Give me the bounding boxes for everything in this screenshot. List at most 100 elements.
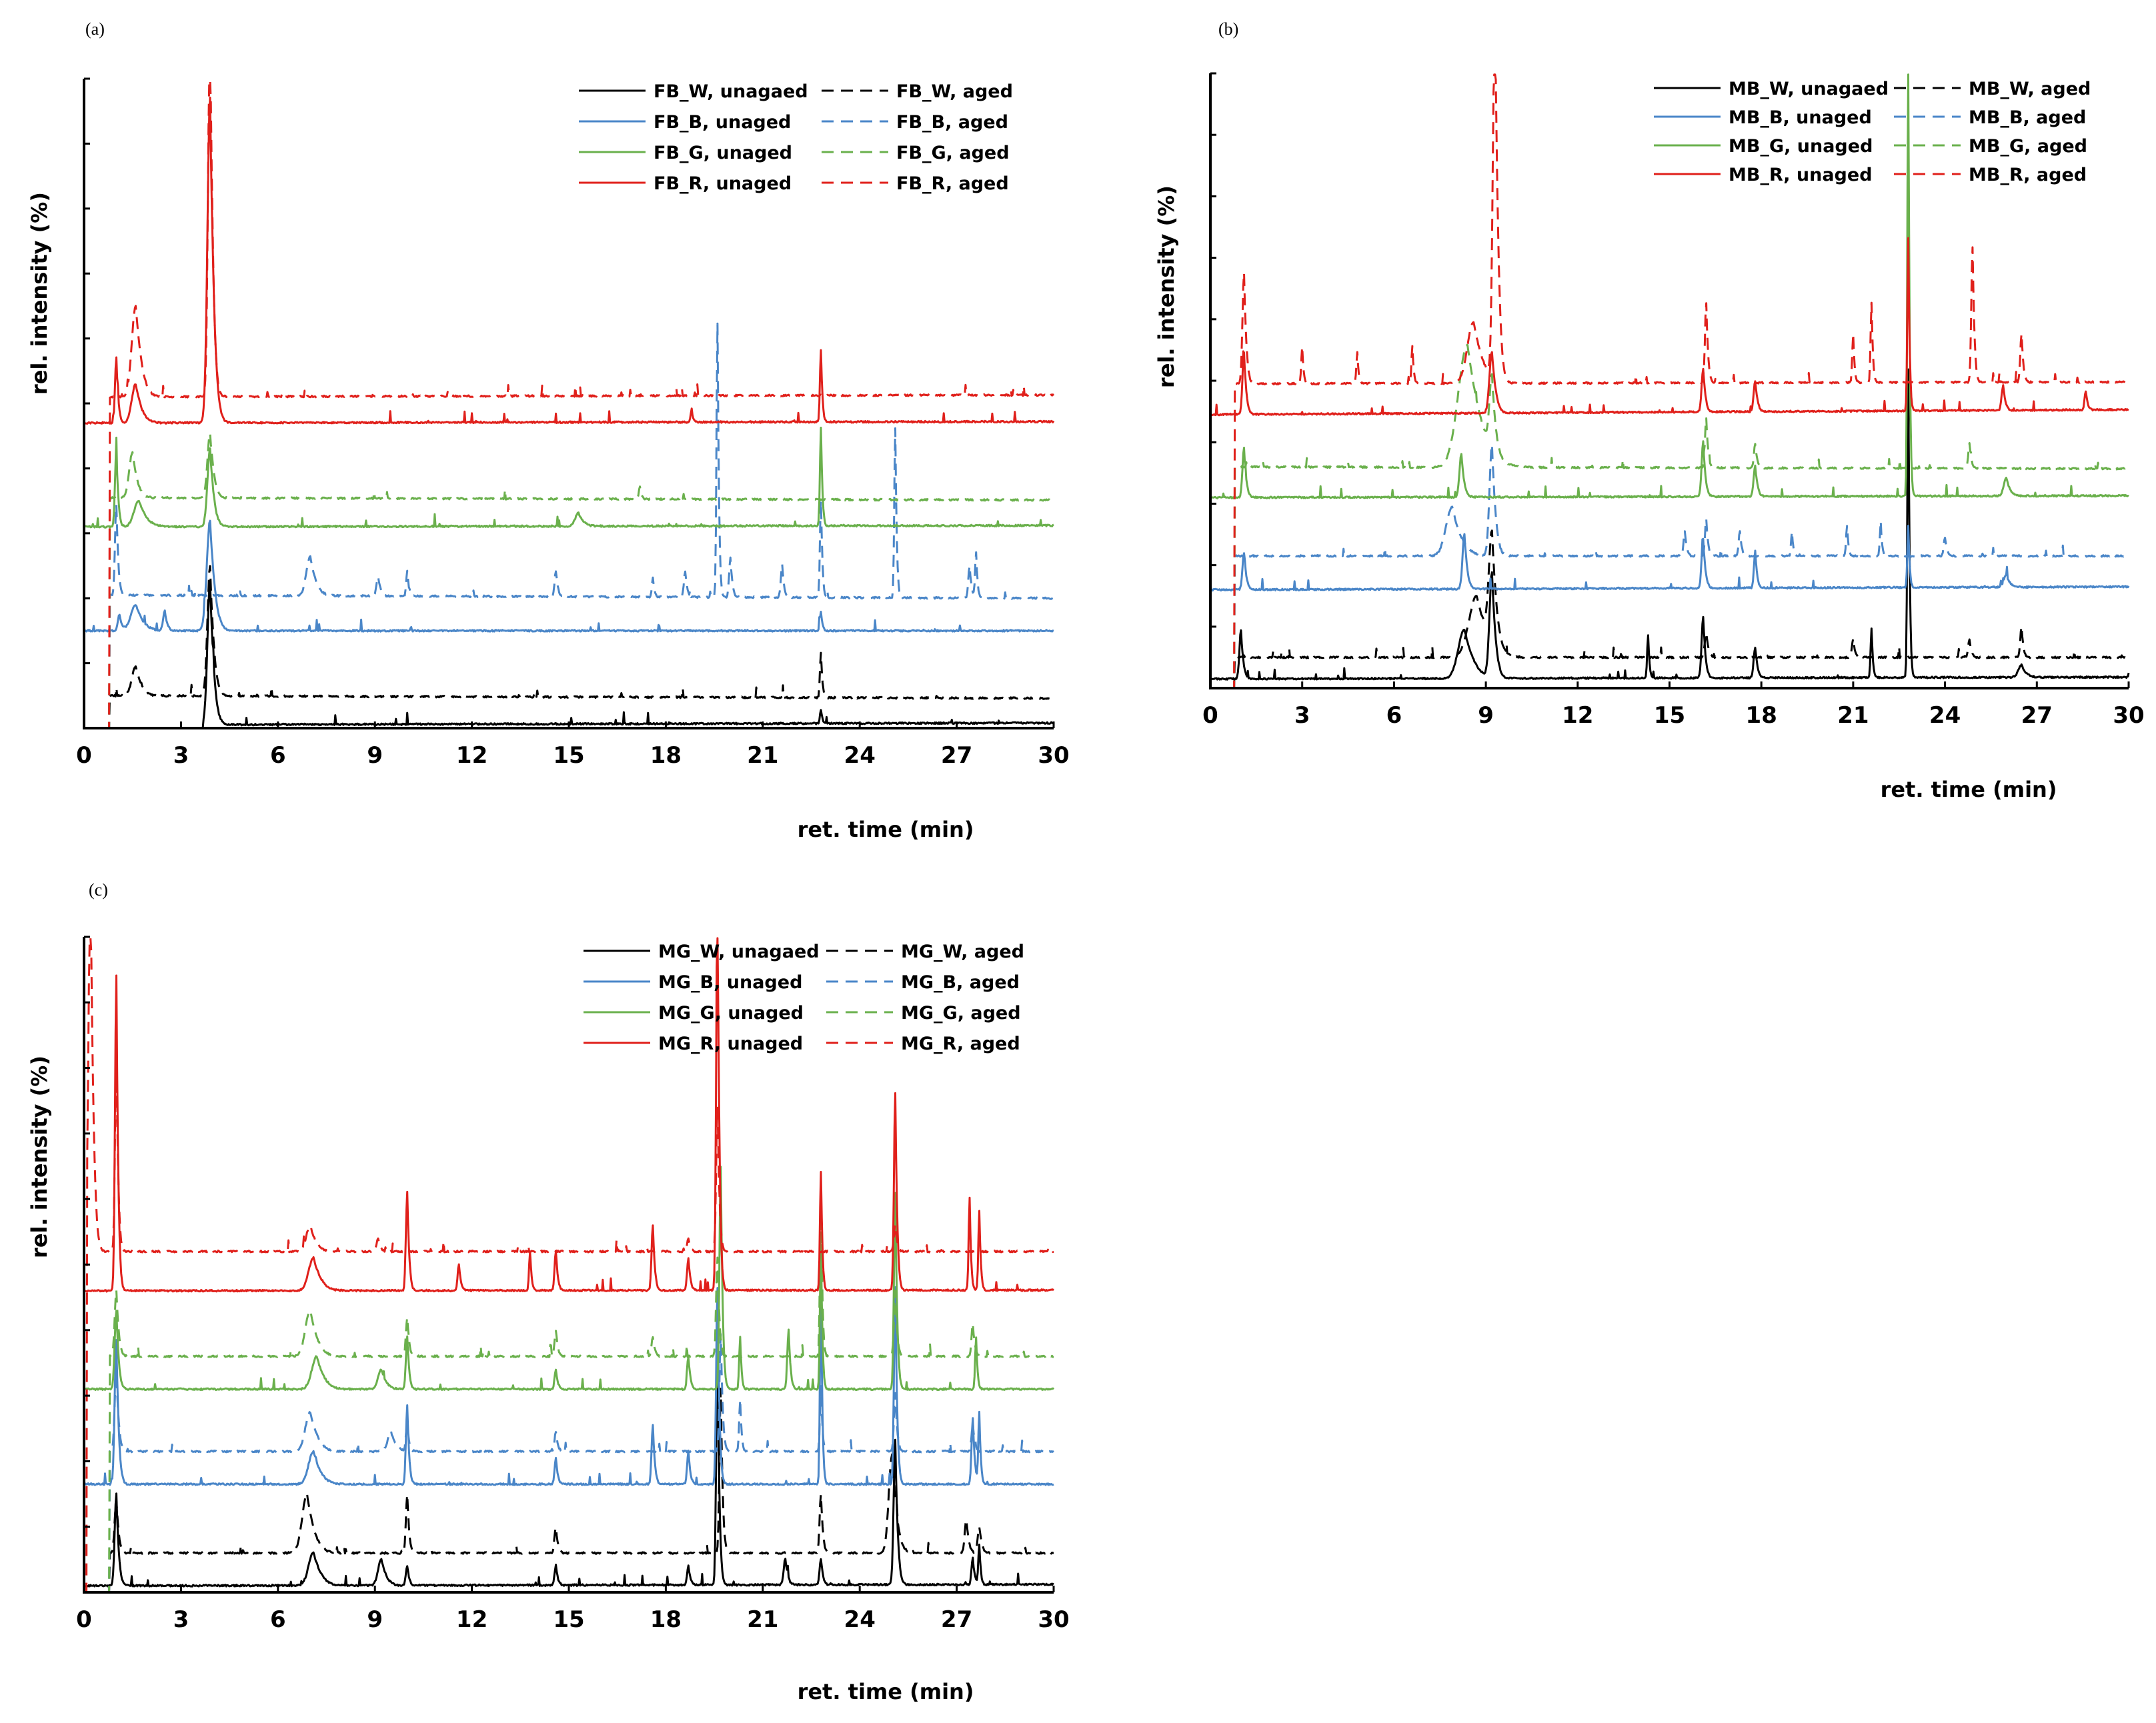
legend-label: MG_W, aged xyxy=(901,942,1024,962)
x-tick-label: 15 xyxy=(1654,702,1685,729)
legend-label: MG_G, aged xyxy=(901,1003,1021,1024)
x-tick-label: 21 xyxy=(1837,702,1869,729)
x-axis-title: ret. time (min) xyxy=(798,817,974,842)
legend-label: MG_R, unaged xyxy=(658,1034,803,1054)
series-line-fb-b-aged xyxy=(84,322,1054,728)
x-tick-label: 27 xyxy=(2021,702,2053,729)
x-tick-label: 27 xyxy=(941,1606,972,1633)
series-line-fb-r-aged xyxy=(84,79,1055,728)
series-line-fb-g-unaged xyxy=(84,426,1054,529)
x-tick-label: 0 xyxy=(76,1606,92,1633)
panel-c-chart: (c) 0 3 6 9 12 15 18 21 24 27 30 ret. time (min) rel.… xyxy=(27,880,1070,1704)
series-line-fb-b-unaged xyxy=(84,519,1054,633)
y-axis-title: rel. intensity (%) xyxy=(27,192,52,395)
legend-label: MG_B, unaged xyxy=(658,972,802,993)
legend: MG_W, unagaed MG_W, aged MG_B, unaged MG_B,… xyxy=(584,942,1024,1054)
series-line-mg-b-unaged xyxy=(84,1286,1054,1486)
x-tick-label: 15 xyxy=(553,1606,584,1633)
x-tick-label: 21 xyxy=(747,742,778,769)
legend-label: MG_B, aged xyxy=(901,972,1020,993)
series-line-mb-r-unaged xyxy=(1210,237,2129,417)
x-tick-label: 27 xyxy=(941,742,972,769)
series-line-mg-w-aged xyxy=(84,1388,1054,1592)
panel-b-chart: (b) 0 3 6 9 12 15 18 21 24 27 30 ret. time (min) rel.… xyxy=(1154,19,2145,802)
legend-label: FB_R, aged xyxy=(896,173,1009,194)
x-tick-label: 3 xyxy=(173,742,189,769)
x-axis-title: ret. time (min) xyxy=(798,1679,974,1704)
legend-label: FB_W, unagaed xyxy=(654,81,808,102)
x-tick-label: 9 xyxy=(1478,702,1494,729)
series-line-mb-b-unaged xyxy=(1210,525,2130,592)
series-line-mg-g-unaged xyxy=(84,1166,1055,1391)
panel-a-chart: (a) 0 3 6 9 12 15 18 21 24 27 30 ret. time (min) rel.… xyxy=(27,19,1070,842)
legend-label: FB_G, aged xyxy=(896,143,1010,163)
x-tick-label: 24 xyxy=(844,1606,876,1633)
series-line-mg-b-aged xyxy=(84,1333,1054,1592)
x-tick-label: 9 xyxy=(367,742,383,769)
series-line-mb-w-unagaed xyxy=(1210,368,2130,681)
legend-label: MG_R, aged xyxy=(901,1034,1020,1054)
series-line-fb-w-unagaed xyxy=(84,581,1054,728)
legend-label: MB_W, unagaed xyxy=(1729,79,1889,99)
x-tick-label: 24 xyxy=(1929,702,1961,729)
x-tick-label: 12 xyxy=(456,742,487,769)
series-line-mb-b-aged xyxy=(1210,443,2129,688)
x-tick-label: 24 xyxy=(844,742,876,769)
legend-label: MB_B, unaged xyxy=(1729,107,1872,128)
x-tick-label: 18 xyxy=(650,742,682,769)
legend-label: MB_W, aged xyxy=(1969,79,2091,99)
legend-label: MB_G, aged xyxy=(1969,136,2087,157)
legend-label: FB_B, aged xyxy=(896,112,1008,133)
series-line-mb-w-aged xyxy=(1210,529,2129,688)
legend-label: MB_G, unaged xyxy=(1729,136,1873,157)
x-tick-label: 12 xyxy=(1562,702,1593,729)
x-tick-label: 21 xyxy=(747,1606,778,1633)
legend-label: MB_R, aged xyxy=(1969,165,2087,185)
x-tick-label: 30 xyxy=(2113,702,2144,729)
legend: MB_W, unagaed MB_W, aged MB_B, unaged MB_B,… xyxy=(1654,79,2091,185)
legend-label: MG_W, unagaed xyxy=(658,942,820,962)
series-line-mg-w-unagaed xyxy=(84,1354,1054,1588)
x-tick-label: 3 xyxy=(173,1606,189,1633)
series-line-mb-g-unaged xyxy=(1210,73,2129,499)
legend-label: MB_R, unaged xyxy=(1729,165,1873,185)
panel-label: (a) xyxy=(85,19,105,39)
x-axis-title: ret. time (min) xyxy=(1881,777,2057,802)
x-tick-label: 6 xyxy=(270,1606,286,1633)
x-tick-label: 9 xyxy=(367,1606,383,1633)
x-tick-label: 0 xyxy=(76,742,92,769)
x-tick-label: 3 xyxy=(1294,702,1310,729)
x-tick-label: 18 xyxy=(650,1606,682,1633)
legend-label: FB_R, unaged xyxy=(654,173,792,194)
x-tick-label: 6 xyxy=(1386,702,1402,729)
legend: FB_W, unagaed FB_W, aged FB_B, unaged FB_B,… xyxy=(579,81,1013,194)
series-line-mb-g-aged xyxy=(1210,343,2130,688)
x-tick-label: 0 xyxy=(1202,702,1218,729)
x-tick-label: 30 xyxy=(1038,1606,1069,1633)
series-line-mg-g-aged xyxy=(84,1191,1054,1592)
legend-label: FB_G, unaged xyxy=(654,143,792,163)
series-group xyxy=(84,79,1055,728)
panel-label: (c) xyxy=(89,880,108,900)
legend-label: MG_G, unaged xyxy=(658,1003,804,1024)
series-line-mg-r-aged xyxy=(84,937,1054,1592)
series-line-fb-w-aged xyxy=(84,565,1054,728)
series-line-mb-r-aged xyxy=(1210,73,2129,688)
series-group xyxy=(84,937,1055,1592)
series-line-mg-r-unaged xyxy=(84,937,1055,1293)
x-tick-label: 30 xyxy=(1038,742,1069,769)
series-line-fb-g-aged xyxy=(84,432,1054,728)
legend-label: FB_B, unaged xyxy=(654,112,791,133)
series-group xyxy=(1210,73,2130,688)
panel-label: (b) xyxy=(1218,19,1238,39)
legend-label: MB_B, aged xyxy=(1969,107,2086,128)
x-tick-label: 15 xyxy=(553,742,584,769)
y-axis-title: rel. intensity (%) xyxy=(1154,185,1179,388)
x-tick-label: 12 xyxy=(456,1606,487,1633)
y-axis-title: rel. intensity (%) xyxy=(27,1056,52,1258)
series-line-fb-r-unaged xyxy=(84,96,1055,425)
x-tick-label: 18 xyxy=(1746,702,1777,729)
legend-label: FB_W, aged xyxy=(896,81,1013,102)
x-tick-label: 6 xyxy=(270,742,286,769)
